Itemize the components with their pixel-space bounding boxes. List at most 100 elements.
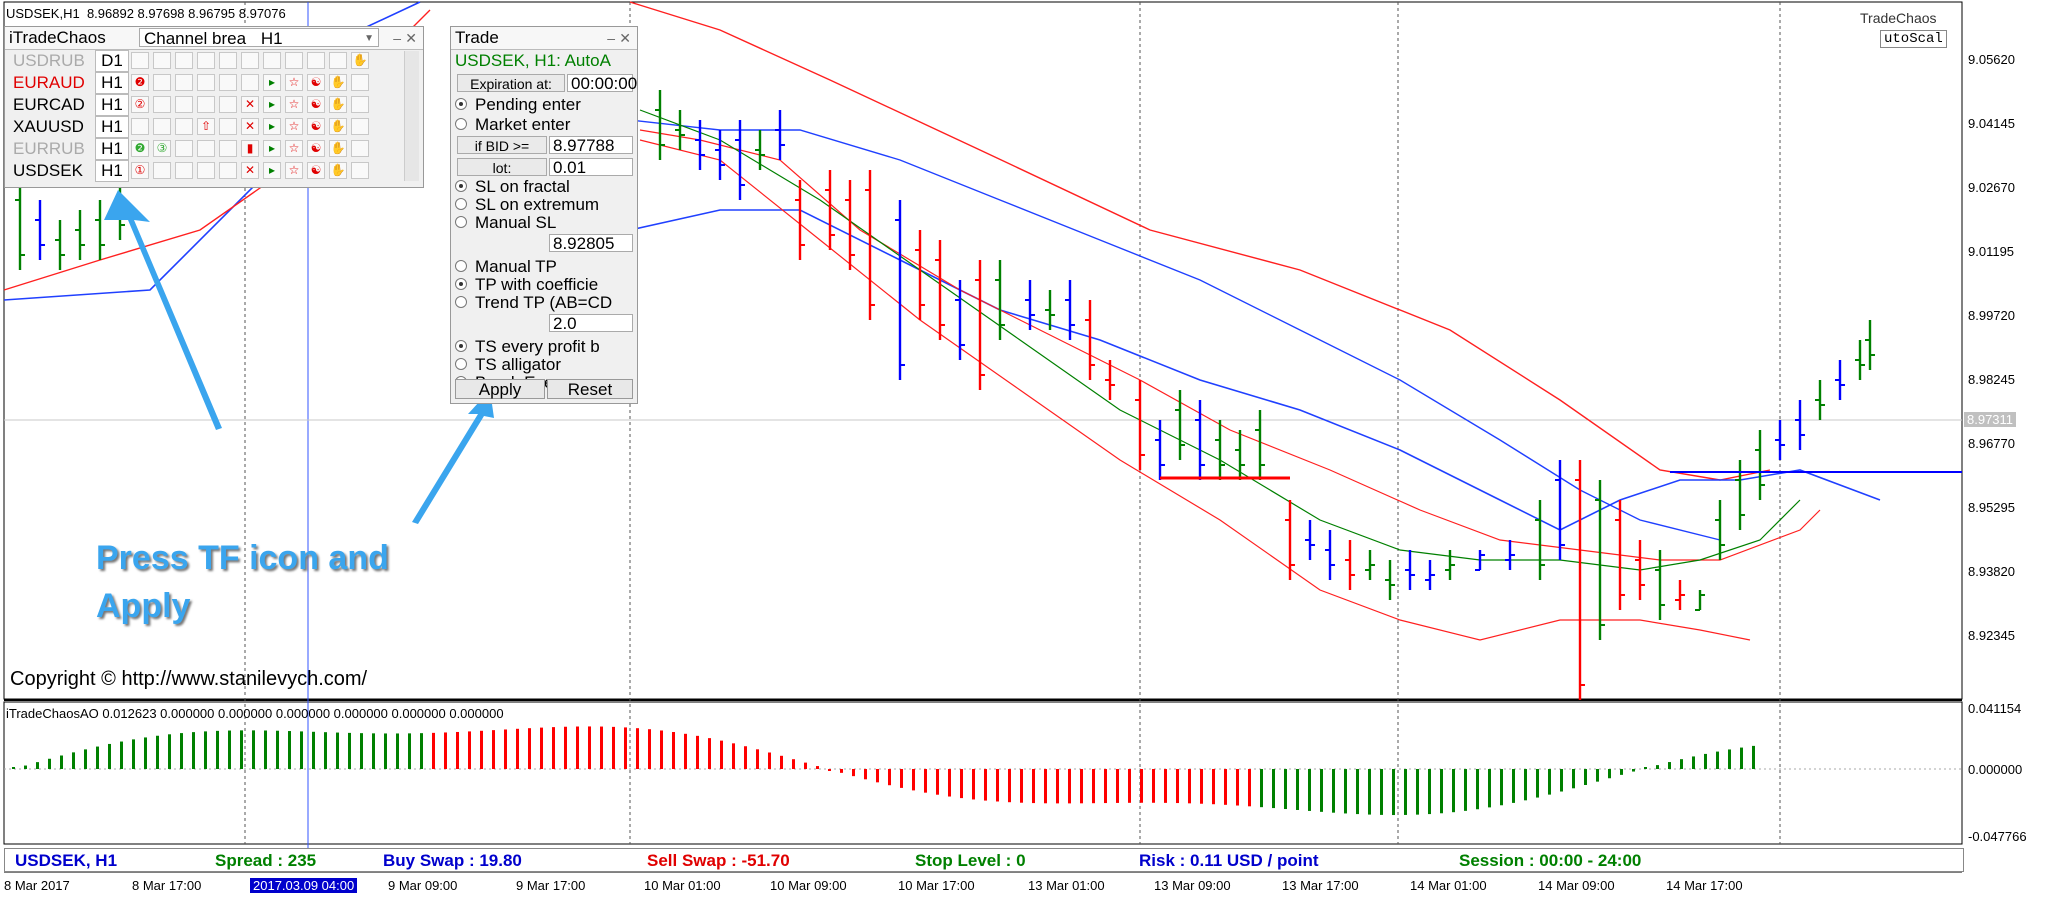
signal-cell-icon[interactable]: [241, 52, 259, 69]
signal-cell-icon[interactable]: ☯: [307, 162, 325, 179]
radio-checked-icon[interactable]: [455, 98, 467, 110]
signal-cell-icon[interactable]: ①: [131, 162, 149, 179]
signal-cell-icon[interactable]: [219, 118, 237, 135]
signal-cell-icon[interactable]: ✕: [241, 96, 259, 113]
signal-cell-icon[interactable]: [219, 52, 237, 69]
timeframe-button[interactable]: D1: [95, 50, 129, 72]
radio-icon[interactable]: [455, 296, 467, 308]
radio-icon[interactable]: [455, 260, 467, 272]
signal-cell-icon[interactable]: [351, 96, 369, 113]
signal-cell-icon[interactable]: ▮: [241, 140, 259, 157]
panel-scrollbar[interactable]: [404, 51, 419, 181]
symbol-row[interactable]: EURRUB H1 ❷ ③ ▮ ▸ ☆ ☯ ✋: [5, 138, 423, 160]
signal-cell-icon[interactable]: [175, 162, 193, 179]
signal-cell-icon[interactable]: [131, 118, 149, 135]
signal-cell-icon[interactable]: [351, 74, 369, 91]
signal-cell-icon[interactable]: [263, 52, 281, 69]
radio-icon[interactable]: [455, 198, 467, 210]
chevron-down-icon[interactable]: ▼: [364, 33, 374, 44]
signal-cell-icon[interactable]: ▸: [263, 96, 281, 113]
itradechaos-title-bar[interactable]: iTradeChaos Channel brea H1 ▼ – ✕: [5, 27, 423, 50]
radio-icon[interactable]: [455, 358, 467, 370]
signal-cell-icon[interactable]: ☯: [307, 96, 325, 113]
minimize-icon[interactable]: –: [607, 30, 615, 46]
signal-cell-icon[interactable]: ☆: [285, 74, 303, 91]
radio-icon[interactable]: [455, 118, 467, 130]
signal-cell-icon[interactable]: [307, 52, 325, 69]
trend-tp-option[interactable]: Trend TP (AB=CD: [451, 294, 637, 312]
radio-checked-icon[interactable]: [455, 340, 467, 352]
market-enter-option[interactable]: Market enter: [451, 116, 637, 134]
signal-cell-icon[interactable]: [153, 74, 171, 91]
signal-cell-icon[interactable]: ✋: [329, 96, 347, 113]
timeframe-button[interactable]: H1: [95, 94, 129, 116]
signal-cell-icon[interactable]: ☯: [307, 74, 325, 91]
signal-cell-icon[interactable]: [219, 162, 237, 179]
signal-cell-icon[interactable]: ☯: [307, 118, 325, 135]
tp-field[interactable]: 2.0: [549, 314, 633, 333]
signal-cell-icon[interactable]: ❷: [131, 140, 149, 157]
sl-field[interactable]: 8.92805: [549, 234, 633, 253]
tp-coeff-option[interactable]: TP with coefficie: [451, 276, 637, 294]
signal-cell-icon[interactable]: ✋: [329, 140, 347, 157]
radio-checked-icon[interactable]: [455, 180, 467, 192]
signal-cell-icon[interactable]: ✋: [329, 74, 347, 91]
close-icon[interactable]: ✕: [405, 30, 417, 46]
signal-cell-icon[interactable]: ✋: [329, 162, 347, 179]
ts-alligator-option[interactable]: TS alligator: [451, 356, 637, 374]
signal-cell-icon[interactable]: [197, 96, 215, 113]
timeframe-button[interactable]: H1: [95, 72, 129, 94]
reset-button[interactable]: Reset: [547, 379, 633, 399]
trade-title-bar[interactable]: Trade – ✕: [451, 27, 637, 50]
signal-cell-icon[interactable]: ☆: [285, 162, 303, 179]
symbol-row[interactable]: USDSEK H1 ① ✕ ▸ ☆ ☯ ✋: [5, 160, 423, 182]
signal-cell-icon[interactable]: ✕: [241, 118, 259, 135]
signal-cell-icon[interactable]: [153, 96, 171, 113]
manual-tp-option[interactable]: Manual TP: [451, 258, 637, 276]
timeframe-button[interactable]: H1: [95, 116, 129, 138]
signal-cell-icon[interactable]: ②: [131, 96, 149, 113]
signal-cell-icon[interactable]: [219, 74, 237, 91]
signal-cell-icon[interactable]: [241, 74, 259, 91]
signal-cell-icon[interactable]: ☆: [285, 118, 303, 135]
manual-sl-option[interactable]: Manual SL: [451, 214, 637, 232]
signal-cell-icon[interactable]: [175, 140, 193, 157]
signal-cell-icon[interactable]: [153, 52, 171, 69]
signal-cell-icon[interactable]: [175, 52, 193, 69]
signal-cell-icon[interactable]: ❷: [131, 74, 149, 91]
signal-cell-icon[interactable]: [175, 118, 193, 135]
ts-every-option[interactable]: TS every profit b: [451, 338, 637, 356]
signal-cell-icon[interactable]: [175, 74, 193, 91]
timeframe-button[interactable]: H1: [95, 138, 129, 160]
symbol-row[interactable]: EURAUD H1 ❷ ▸ ☆ ☯ ✋: [5, 72, 423, 94]
signal-cell-icon[interactable]: [197, 162, 215, 179]
signal-cell-icon[interactable]: ▸: [263, 162, 281, 179]
signal-cell-icon[interactable]: [153, 118, 171, 135]
minimize-icon[interactable]: –: [393, 30, 401, 46]
radio-checked-icon[interactable]: [455, 278, 467, 290]
signal-cell-icon[interactable]: ☯: [307, 140, 325, 157]
symbol-row[interactable]: USDRUB D1 ✋: [5, 50, 423, 72]
signal-cell-icon[interactable]: [131, 52, 149, 69]
signal-cell-icon[interactable]: [153, 162, 171, 179]
signal-cell-icon[interactable]: ▸: [263, 74, 281, 91]
expiration-field[interactable]: 00:00:00: [567, 74, 637, 93]
apply-button[interactable]: Apply: [455, 379, 545, 399]
signal-cell-icon[interactable]: [219, 96, 237, 113]
signal-cell-icon[interactable]: [197, 74, 215, 91]
lot-field[interactable]: 0.01: [549, 158, 633, 177]
signal-cell-icon[interactable]: ✋: [351, 52, 369, 69]
sl-fractal-option[interactable]: SL on fractal: [451, 178, 637, 196]
signal-cell-icon[interactable]: [197, 52, 215, 69]
pending-enter-option[interactable]: Pending enter: [451, 94, 637, 116]
signal-cell-icon[interactable]: ☆: [285, 96, 303, 113]
signal-cell-icon[interactable]: [351, 162, 369, 179]
symbol-row[interactable]: XAUUSD H1 ⇧ ✕ ▸ ☆ ☯ ✋: [5, 116, 423, 138]
signal-cell-icon[interactable]: [219, 140, 237, 157]
symbol-row[interactable]: EURCAD H1 ② ✕ ▸ ☆ ☯ ✋: [5, 94, 423, 116]
strategy-select[interactable]: Channel brea H1 ▼: [139, 28, 379, 48]
signal-cell-icon[interactable]: ✕: [241, 162, 259, 179]
sl-extremum-option[interactable]: SL on extremum: [451, 196, 637, 214]
radio-icon[interactable]: [455, 216, 467, 228]
signal-cell-icon[interactable]: ▸: [263, 140, 281, 157]
